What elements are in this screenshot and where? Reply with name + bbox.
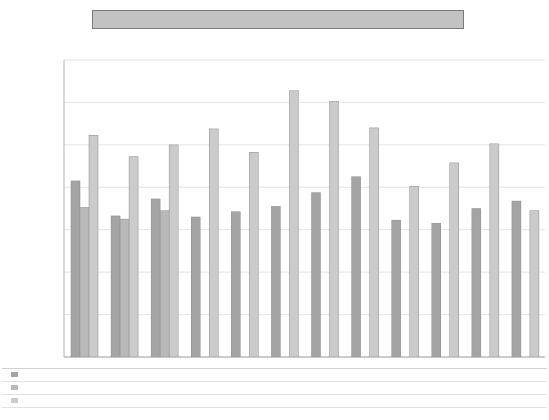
bar-series-1: [70, 180, 81, 358]
bar-series-1: [191, 216, 201, 358]
chart-title-box: [92, 10, 464, 29]
table-row-series-1: [2, 369, 547, 382]
bar-series-3: [489, 143, 500, 358]
bar-series-3: [409, 185, 419, 358]
bar-series-3: [88, 135, 99, 358]
bar-series-1: [150, 198, 161, 358]
table-row-series-3: [2, 395, 547, 408]
bar-series-1: [511, 200, 522, 358]
table-row-series-2: [2, 382, 547, 395]
legend-key-series-1: [11, 372, 18, 377]
bar-series-1: [231, 211, 241, 358]
bar-series-1: [391, 219, 401, 358]
legend-key-series-3: [11, 398, 18, 403]
bar-series-1: [311, 192, 321, 358]
legend-key-series-2: [11, 385, 18, 390]
bar-series-2: [79, 207, 90, 358]
bar-series-3: [249, 152, 259, 358]
bar-series-3: [529, 210, 540, 358]
bar-series-3: [168, 144, 179, 358]
bar-series-2: [159, 210, 170, 358]
bar-series-1: [351, 176, 361, 358]
bar-series-3: [128, 156, 139, 358]
bar-series-1: [471, 208, 482, 358]
data-table: [2, 368, 547, 408]
bar-series-1: [271, 206, 281, 358]
bar-series-1: [431, 223, 441, 358]
bar-series-3: [209, 128, 219, 358]
bar-series-2: [119, 218, 130, 358]
bar-series-3: [289, 90, 299, 358]
bar-series-3: [329, 101, 339, 358]
bar-series-1: [110, 215, 121, 358]
bar-series-3: [449, 162, 459, 358]
bar-series-3: [369, 127, 379, 358]
